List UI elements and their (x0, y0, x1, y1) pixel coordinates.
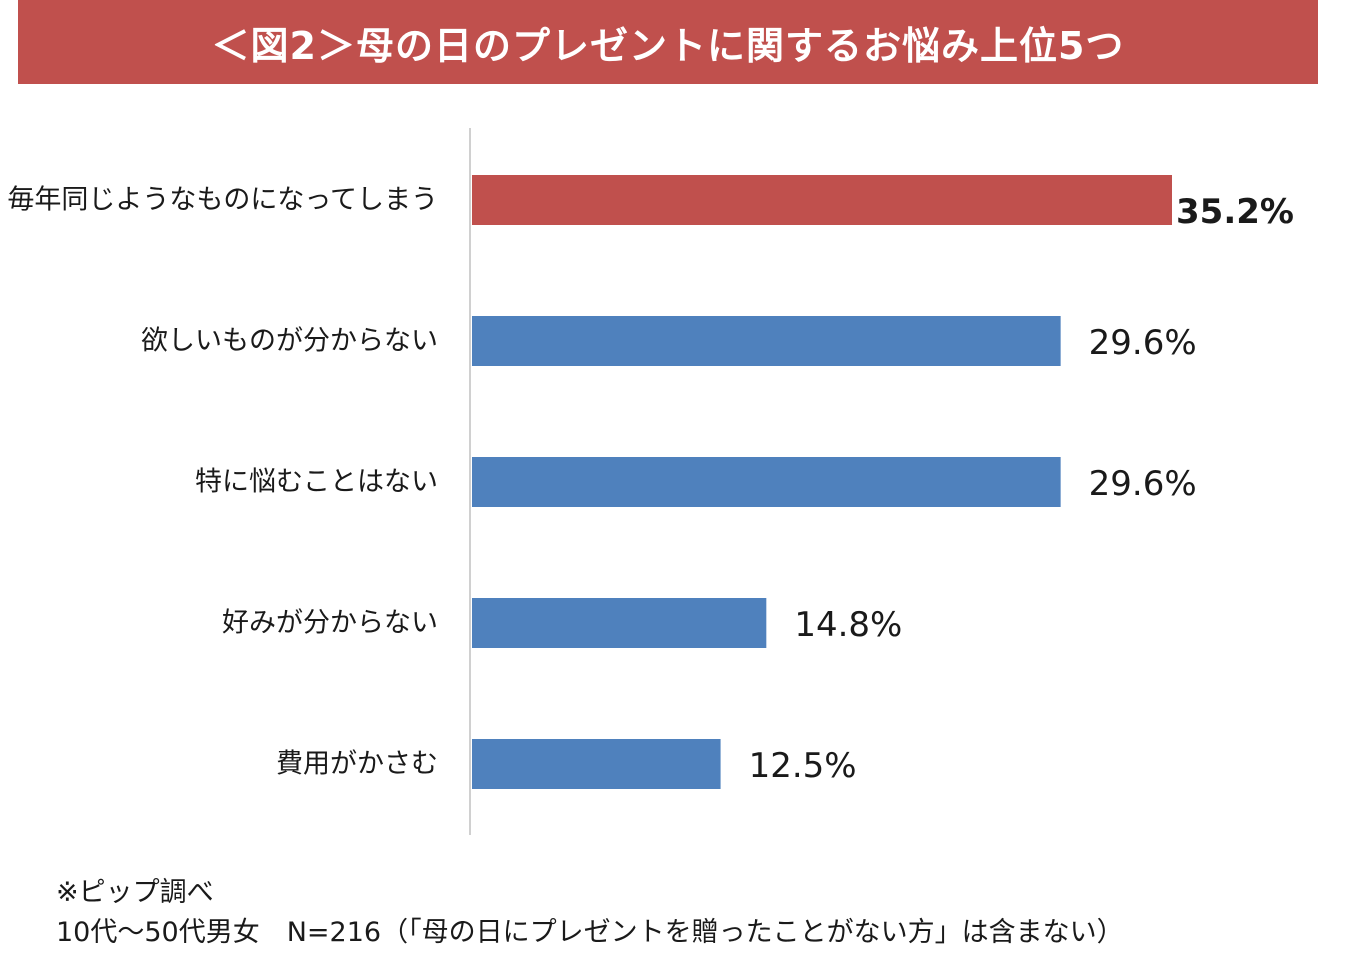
value-label-1: 35.2% (1176, 192, 1294, 232)
category-label-3: 特に悩むことはない (195, 467, 438, 498)
value-label-2: 29.6% (1089, 323, 1197, 363)
source-note: ※ピップ調べ (56, 877, 214, 908)
value-label-4: 14.8% (794, 605, 902, 645)
value-label-5: 12.5% (749, 746, 857, 786)
category-label-1: 毎年同じようなものになってしまう (7, 185, 438, 216)
bar-3 (472, 457, 1061, 507)
bar-5 (472, 739, 721, 789)
chart-title: ＜図2＞母の日のプレゼントに関するお悩み上位5つ (211, 23, 1125, 68)
title-background (18, 0, 1318, 84)
bar-4 (472, 598, 767, 648)
category-label-4: 好みが分からない (222, 608, 438, 639)
bar-1 (472, 175, 1172, 225)
sample-note: 10代～50代男女 N=216（「母の日にプレゼントを贈ったことがない方」は含ま… (56, 917, 1124, 948)
category-label-5: 費用がかさむ (276, 749, 438, 780)
category-label-2: 欲しいものが分からない (141, 326, 438, 357)
bars-group: 毎年同じようなものになってしまう 35.2% 欲しいものが分からない 29.6% 特に悩… (7, 175, 1294, 789)
value-label-3: 29.6% (1089, 464, 1197, 504)
bar-2 (472, 316, 1061, 366)
